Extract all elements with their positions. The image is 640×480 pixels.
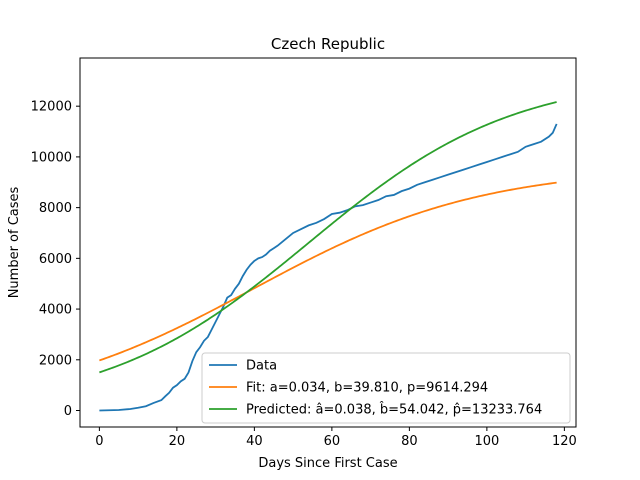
series-layer [99, 101, 558, 412]
x-axis: 0 20 40 60 80 100 120 [95, 427, 577, 449]
legend-entry: Data [246, 359, 277, 374]
y-tick-label: 0 [64, 404, 72, 419]
legend-box [201, 352, 571, 424]
x-tick-label: 40 [246, 434, 263, 449]
y-axis: 0 2000 4000 6000 8000 10000 12000 [31, 100, 80, 419]
y-axis-label: Number of Cases [7, 186, 22, 298]
series-line-1 [99, 123, 558, 412]
x-tick-label: 60 [324, 434, 341, 449]
legend-entry: Predicted: â=0.038, b̂=54.042, p̂=13233.… [246, 402, 542, 417]
legend-entry: Fit: a=0.034, b=39.810, p=9614.294 [246, 381, 488, 396]
legend: Data Fit: a=0.034, b=39.810, p=9614.294 Pr… [201, 352, 571, 424]
chart-title: Czech Republic [271, 35, 385, 53]
x-tick-label: 120 [552, 434, 577, 449]
y-tick-label: 4000 [39, 303, 72, 318]
y-tick-label: 10000 [31, 150, 72, 165]
x-tick-label: 20 [169, 434, 186, 449]
x-tick-label: 0 [95, 434, 103, 449]
y-tick-label: 8000 [39, 201, 72, 216]
axes-frame [79, 57, 577, 428]
series-line-2 [99, 181, 557, 362]
series-line-3 [99, 101, 557, 374]
x-tick-label: 80 [401, 434, 418, 449]
x-tick-label: 100 [474, 434, 499, 449]
y-tick-label: 6000 [39, 252, 72, 267]
y-tick-label: 12000 [31, 100, 72, 115]
y-tick-label: 2000 [39, 353, 72, 368]
x-axis-label: Days Since First Case [258, 456, 397, 471]
